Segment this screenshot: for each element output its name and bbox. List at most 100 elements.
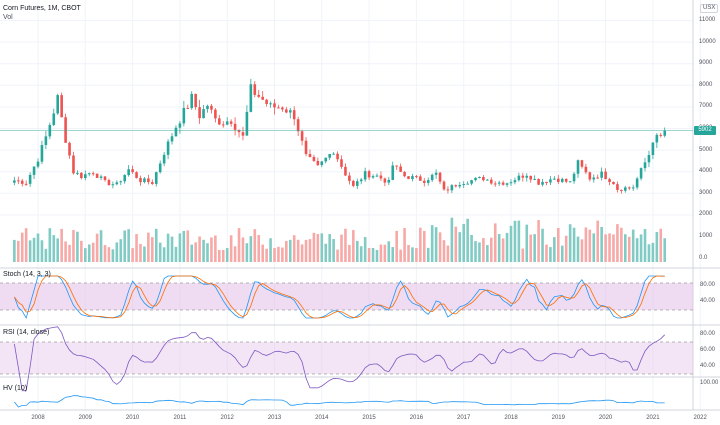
candle-body — [529, 175, 533, 180]
candle-body — [28, 174, 32, 184]
volume-bar — [363, 237, 367, 262]
volume-bar — [572, 227, 576, 262]
candle-body — [367, 171, 371, 178]
volume-bar — [493, 223, 497, 262]
volume-bar — [44, 248, 48, 262]
volume-bar — [541, 228, 544, 262]
volume-bar — [123, 230, 127, 262]
candle-body — [214, 109, 217, 119]
hv-label[interactable]: HV (10) — [3, 385, 28, 392]
volume-bar — [154, 228, 158, 262]
candle-body — [545, 181, 548, 183]
stoch-label[interactable]: Stoch (14, 3, 3) — [3, 271, 51, 278]
candle-body — [517, 175, 521, 181]
volume-bar — [537, 220, 540, 262]
candle-body — [202, 109, 205, 119]
candle-body — [359, 179, 363, 182]
price-tick-label: 7000 — [699, 103, 713, 110]
candle-body — [375, 175, 379, 177]
candle-body — [72, 155, 75, 174]
volume-bar — [620, 227, 623, 262]
volume-bar — [588, 229, 592, 262]
hv-line — [14, 395, 665, 408]
volume-bar — [24, 228, 28, 262]
candle-body — [324, 157, 328, 162]
volume-bar — [48, 228, 52, 262]
symbol-title[interactable]: Corn Futures, 1M, CBOT — [3, 5, 81, 12]
volume-bar — [387, 241, 391, 262]
candle-body — [407, 176, 410, 180]
volume-label: Vol — [3, 14, 13, 21]
volume-bar — [312, 232, 316, 262]
volume-bar — [545, 244, 548, 262]
price-candles[interactable] — [13, 78, 667, 194]
time-tick-label: 2009 — [78, 415, 92, 421]
candle-body — [151, 182, 154, 184]
volume-bar — [257, 235, 261, 262]
candle-body — [655, 134, 659, 143]
volume-bar — [367, 247, 371, 262]
volume-bar — [466, 218, 469, 262]
candle-body — [115, 182, 119, 185]
volume-bar — [529, 234, 533, 262]
candle-body — [489, 179, 493, 184]
candle-body — [52, 113, 56, 126]
candle-body — [403, 171, 406, 177]
volume-bar — [300, 244, 304, 262]
volume-bar — [505, 232, 509, 262]
candle-body — [119, 181, 123, 183]
volume-bar — [560, 245, 564, 262]
volume-bar — [194, 242, 197, 262]
volume-bar — [210, 237, 213, 262]
candle-body — [170, 136, 174, 142]
candle-body — [470, 180, 473, 184]
candle-body — [103, 176, 107, 181]
volume-bar — [352, 230, 355, 262]
rsi-tick-40: 40.00 — [700, 363, 716, 369]
time-tick-label: 2010 — [125, 415, 140, 421]
candle-body — [344, 166, 347, 176]
volume-bar — [348, 244, 351, 262]
candle-body — [245, 111, 249, 136]
candle-body — [576, 160, 580, 174]
candle-body — [221, 124, 225, 126]
volume-bar — [190, 244, 194, 262]
volume-bar — [438, 232, 442, 262]
candle-body — [56, 95, 60, 114]
volume-bar — [399, 249, 402, 262]
candle-body — [391, 165, 395, 180]
volume-bar — [127, 229, 130, 262]
candle-body — [363, 171, 367, 180]
candle-body — [320, 161, 324, 166]
volume-bar — [281, 247, 284, 262]
volume-bar — [147, 232, 150, 262]
volume-bar — [635, 238, 639, 262]
candle-body — [509, 182, 513, 184]
volume-bar — [198, 236, 201, 262]
volume-bar — [237, 228, 241, 262]
currency-badge[interactable]: USX — [700, 4, 719, 13]
candle-body — [497, 182, 501, 184]
candle-body — [300, 131, 304, 141]
volume-bar — [430, 225, 434, 262]
volume-bar — [655, 232, 659, 262]
volume-bar — [521, 248, 525, 262]
candle-body — [564, 178, 568, 182]
volume-bar — [158, 242, 162, 262]
candle-body — [430, 174, 434, 181]
candle-body — [190, 93, 194, 109]
candle-body — [651, 142, 655, 155]
candle-body — [620, 189, 623, 191]
candle-body — [446, 189, 450, 191]
volume-bar — [202, 239, 205, 262]
candle-body — [269, 103, 272, 105]
candle-body — [147, 178, 150, 183]
candle-body — [328, 154, 331, 158]
volume-bar — [576, 236, 580, 262]
candle-body — [387, 179, 391, 183]
time-tick-label: 2014 — [315, 415, 329, 421]
candle-body — [40, 145, 44, 162]
volume-bar — [458, 232, 462, 262]
rsi-label[interactable]: RSI (14, close) — [3, 329, 50, 336]
